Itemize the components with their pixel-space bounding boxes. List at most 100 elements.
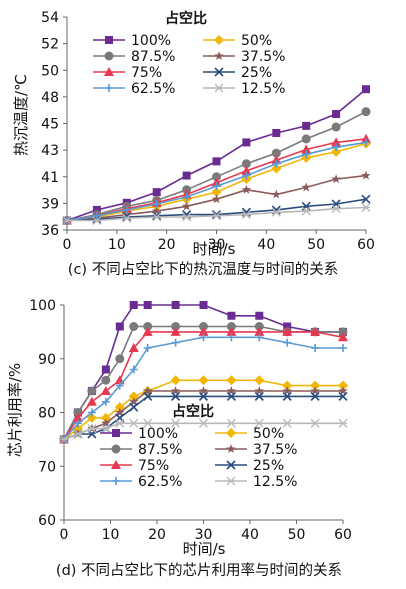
chart-c-data-point: [211, 194, 222, 204]
chart-d-data-point: [129, 322, 139, 331]
chart-c-x-tick-label: 50: [307, 237, 325, 253]
chart-d-data-point: [198, 326, 209, 336]
chart-c-series-line: [66, 110, 367, 222]
chart-d-data-point: [87, 424, 97, 434]
chart-d-series-line: [63, 336, 343, 440]
chart-d-legend-marker: [226, 444, 236, 454]
chart-c-data-point: [301, 144, 312, 154]
chart-d-y-axis-title: 芯片利用率/%: [6, 363, 24, 457]
chart-c-legend-item: 25%: [203, 65, 272, 81]
chart-d-data-point: [254, 375, 265, 386]
chart-c-legend-marker: [214, 67, 224, 77]
chart-d-data-point: [128, 396, 139, 406]
chart-d-data-point: [310, 380, 321, 391]
chart-c-data-point: [242, 171, 251, 180]
chart-d-x-tick-label: 30: [195, 527, 213, 543]
chart-d-data-point: [171, 322, 181, 331]
chart-c-data-point: [211, 210, 222, 220]
chart-c-legend-item: 100%: [93, 33, 171, 49]
chart-c-data-point: [122, 212, 132, 222]
chart-d-data-point: [143, 301, 152, 309]
chart-d-data-point: [226, 386, 237, 396]
chart-d-data-point: [338, 380, 348, 391]
chart-d-legend: 占空比 100% 50% 87.5% 37.5% 75% 25% 62.5% 12.5%: [100, 403, 297, 490]
chart-d-y-tick-label: 60: [38, 513, 56, 529]
chart-c-y-tick-label: 48: [41, 90, 59, 106]
chart-c-data-point: [151, 206, 162, 216]
chart-d-data-point: [283, 322, 292, 331]
chart-c-data-point: [152, 211, 162, 221]
chart-c-data-point: [92, 205, 101, 214]
chart-d-data-point: [282, 418, 292, 428]
chart-c-data-point: [212, 211, 221, 221]
chart-c-data-point: [361, 194, 371, 204]
chart-d-legend-marker: [226, 476, 236, 486]
chart-c-data-point: [62, 216, 72, 225]
chart-c-y-tick-label: 52: [41, 37, 59, 53]
chart-d-data-point: [226, 322, 236, 331]
chart-c-series: [62, 85, 371, 226]
chart-c-data-point: [92, 216, 102, 225]
chart-d-legend-marker: [112, 477, 120, 485]
chart-c-data-point: [122, 209, 132, 219]
chart-c-x-tick-label: 10: [108, 237, 126, 253]
chart-d-data-point: [101, 418, 111, 428]
chart-d-data-point: [199, 333, 208, 342]
chart-d-series: [59, 301, 348, 445]
chart-c-y-tick-label: 54: [41, 10, 59, 26]
chart-d-data-point: [199, 301, 208, 309]
chart-c-y-tick-label: 45: [41, 117, 59, 133]
chart-d-data-point: [129, 365, 138, 374]
chart-d-data-point: [129, 402, 139, 412]
chart-d-legend-item: 37.5%: [215, 442, 297, 458]
chart-c-caption: (c) 不同占空比下的热沉温度与时间的关系: [68, 261, 338, 278]
chart-d-data-point: [199, 418, 208, 428]
chart-c-legend-label: 37.5%: [241, 49, 285, 65]
chart-d-data-point: [283, 338, 292, 347]
chart-c-data-point: [182, 171, 191, 180]
chart-d-legend-item: 50%: [215, 426, 284, 442]
chart-d-data-point: [255, 311, 264, 320]
chart-d-y-tick-label: 70: [38, 459, 56, 475]
chart-d-data-point: [143, 418, 153, 428]
chart-d-data-point: [338, 332, 348, 342]
chart-c-data-point: [301, 206, 311, 216]
chart-d-data-point: [227, 311, 236, 320]
chart-d-data-point: [226, 326, 237, 336]
chart-c-data-point: [212, 182, 221, 191]
chart-d-data-point: [310, 386, 320, 396]
chart-d-data-point: [171, 338, 180, 347]
chart-d-data-point: [254, 391, 264, 401]
chart-d-caption: (d) 不同占空比下的芯片利用率与时间的关系: [56, 562, 342, 579]
chart-d-data-point: [227, 333, 236, 342]
chart-c-data-point: [271, 148, 281, 158]
chart-d-data-point: [282, 386, 292, 396]
chart-c-data-point: [181, 201, 192, 211]
chart-c-legend-marker: [214, 83, 224, 93]
chart-d-legend-item: 25%: [215, 458, 284, 474]
chart-d-legend-item: 12.5%: [215, 474, 297, 490]
chart-d-data-point: [282, 326, 293, 336]
chart-d-data-point: [338, 418, 348, 428]
chart-d-legend-marker: [111, 444, 121, 454]
chart-d-data-point: [142, 386, 153, 396]
chart-c-data-point: [272, 159, 281, 168]
chart-c-y-tick-label: 41: [41, 170, 59, 186]
chart-c-data-point: [361, 203, 371, 212]
chart-c-legend-item: 12.5%: [203, 81, 285, 97]
chart-d-data-point: [128, 391, 139, 402]
chart-c-data-point: [331, 122, 341, 132]
chart-c-data-point: [241, 184, 252, 194]
chart-d-data-point: [254, 326, 265, 336]
chart-d-data-point: [170, 386, 181, 396]
chart-c-data-point: [301, 134, 311, 144]
chart-d-data-point: [143, 344, 152, 352]
chart-c-legend-label: 12.5%: [241, 81, 285, 97]
chart-c-data-point: [242, 138, 251, 147]
chart-d-data-point: [115, 418, 125, 428]
chart-d-data-point: [254, 418, 264, 428]
chart-d-data-point: [129, 301, 138, 309]
chart-d-x-tick-label: 0: [60, 527, 69, 543]
chart-c-data-point: [122, 205, 131, 214]
chart-d-y-tick-label: 90: [38, 352, 56, 368]
